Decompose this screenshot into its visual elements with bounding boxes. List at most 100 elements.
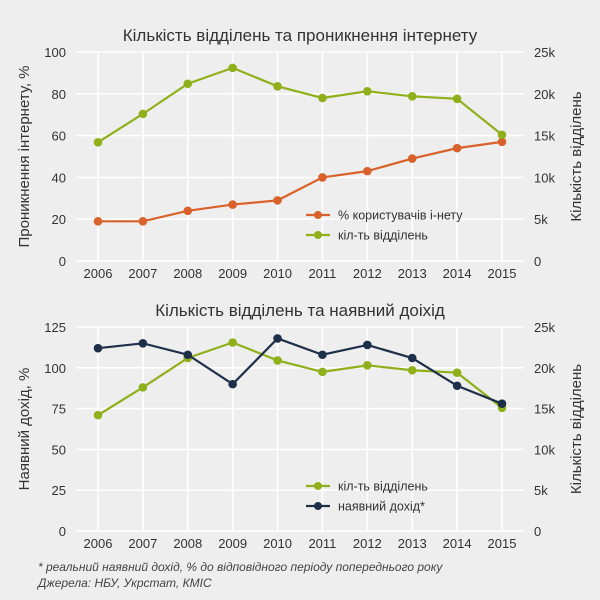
data-point <box>228 63 237 73</box>
chart-title: Кількість відділень та проникнення інтер… <box>123 26 478 45</box>
y-tick-label: 40 <box>52 170 66 185</box>
y2-axis-label: Кількість відділень <box>568 91 585 221</box>
y-tick-label: 0 <box>59 524 66 539</box>
y-tick-label: 125 <box>44 320 66 335</box>
x-tick-label: 2007 <box>128 536 157 551</box>
x-tick-label: 2010 <box>263 536 292 551</box>
chart-panel-internet: Кількість відділень та проникнення інтер… <box>16 26 585 281</box>
chart-panel-income: Кількість відділень та наявний доіхід 0 0 2… <box>16 301 585 551</box>
x-tick-label: 2007 <box>128 266 157 281</box>
chart-title: Кількість відділень та наявний доіхід <box>155 301 445 320</box>
y-axis-label: Проникнення інтернету, % <box>16 65 33 247</box>
data-point <box>93 410 103 420</box>
data-point <box>452 94 462 104</box>
legend-label: кіл-ть відділень <box>338 480 428 494</box>
x-tick-label: 2008 <box>173 266 202 281</box>
x-tick-label: 2015 <box>488 266 517 281</box>
data-point <box>407 365 417 375</box>
x-tick-label: 2012 <box>353 536 382 551</box>
data-point <box>273 196 282 205</box>
y-tick-label: 0 <box>59 254 66 269</box>
x-tick-label: 2014 <box>443 266 472 281</box>
legend-swatch-marker <box>314 211 322 219</box>
x-tick-label: 2010 <box>263 266 292 281</box>
data-point <box>452 381 462 391</box>
footnote-sources: Джерела: НБУ, Укрстат, КМІС <box>36 576 212 590</box>
data-point <box>363 340 372 350</box>
y2-tick-label: 20k <box>534 87 555 102</box>
data-point <box>228 338 237 347</box>
x-tick-label: 2006 <box>84 536 113 551</box>
x-tick-label: 2008 <box>173 536 202 551</box>
legend-label: наявний дохід* <box>338 500 425 514</box>
data-point <box>93 343 103 353</box>
data-point <box>318 93 327 103</box>
y2-tick-label: 25k <box>534 320 555 335</box>
y2-tick-label: 15k <box>534 402 555 417</box>
x-tick-label: 2014 <box>443 536 472 551</box>
y2-tick-label: 25k <box>534 45 555 60</box>
legend-label: кіл-ть відділень <box>338 229 428 243</box>
y2-tick-label: 15k <box>534 129 555 144</box>
y2-tick-label: 0 <box>534 254 541 269</box>
x-tick-label: 2006 <box>84 266 113 281</box>
data-point <box>407 154 417 163</box>
x-tick-label: 2012 <box>353 266 382 281</box>
legend-swatch-marker <box>314 231 322 239</box>
y-tick-label: 100 <box>44 45 66 60</box>
y2-tick-label: 5k <box>534 212 548 227</box>
data-point <box>183 79 193 89</box>
y-tick-label: 100 <box>44 361 66 376</box>
series-line--користувачів-і-нету <box>98 140 503 223</box>
legend-label: % користувачів і-нету <box>338 209 463 223</box>
data-point <box>93 137 103 147</box>
data-point <box>452 143 462 153</box>
legend-swatch-marker <box>314 502 322 510</box>
y-axis-label: Наявний дохід, % <box>16 368 33 491</box>
y2-tick-label: 10k <box>534 442 555 457</box>
data-point <box>318 350 327 360</box>
data-point <box>138 109 148 119</box>
data-point <box>273 334 282 343</box>
x-tick-label: 2015 <box>488 536 517 551</box>
series-line-наявний-дохід- <box>97 337 503 405</box>
x-tick-label: 2009 <box>218 266 247 281</box>
y-tick-label: 75 <box>52 402 66 417</box>
y-tick-label: 80 <box>52 87 66 102</box>
data-point <box>138 216 148 226</box>
x-tick-label: 2013 <box>398 266 427 281</box>
data-point <box>497 399 507 409</box>
data-point <box>318 173 327 182</box>
x-tick-label: 2011 <box>308 536 336 551</box>
y-tick-label: 25 <box>52 483 66 498</box>
x-tick-label: 2013 <box>398 536 427 551</box>
y-tick-label: 20 <box>52 212 66 227</box>
data-point <box>407 92 417 101</box>
footnote-income: * реальний наявний дохід, % до відповідн… <box>38 560 443 574</box>
y2-tick-label: 5k <box>534 483 548 498</box>
y2-axis-label: Кількість відділень <box>568 364 585 494</box>
data-point <box>363 166 372 176</box>
series-line-кіл-ть-відділень <box>97 66 503 144</box>
data-point <box>228 379 237 389</box>
data-point <box>452 368 462 377</box>
legend-swatch-marker <box>314 482 322 490</box>
data-point <box>363 361 372 370</box>
y2-tick-label: 10k <box>534 170 555 185</box>
data-point <box>318 367 327 377</box>
data-point <box>497 130 507 140</box>
data-point <box>138 383 148 392</box>
y-tick-label: 50 <box>52 442 66 457</box>
y2-tick-label: 20k <box>534 361 555 376</box>
data-point <box>228 200 237 209</box>
data-point <box>93 216 103 226</box>
x-tick-label: 2009 <box>218 536 247 551</box>
data-point <box>407 353 417 363</box>
series-line-кіл-ть-відділень <box>97 341 503 417</box>
y2-tick-label: 0 <box>534 524 541 539</box>
y-tick-label: 60 <box>52 129 66 144</box>
data-point <box>138 339 148 348</box>
data-point <box>363 86 372 96</box>
x-tick-label: 2011 <box>308 266 336 281</box>
